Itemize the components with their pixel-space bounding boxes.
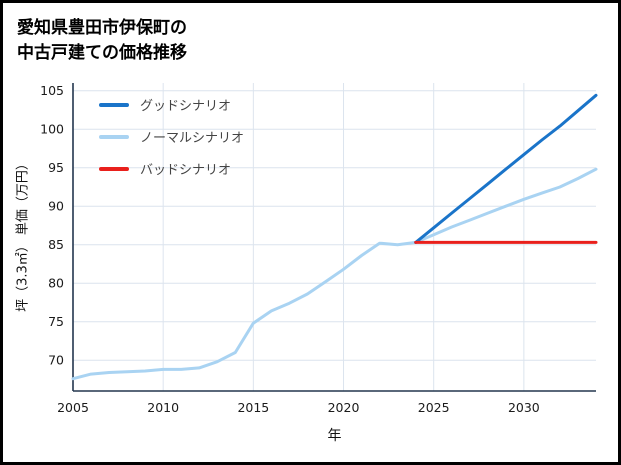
chart-svg: 70 75 80 85 90 95 100 105 2005 2010 2015 2020 2025 20… — [40, 83, 598, 415]
y-tick-label: 75 — [48, 314, 64, 329]
x-tick-label: 2005 — [57, 400, 89, 415]
x-tick-label: 2025 — [418, 400, 450, 415]
legend-swatch-icon — [99, 102, 129, 107]
x-axis-label: 年 — [327, 428, 342, 445]
series-line-0 — [414, 94, 598, 245]
y-tick-label: 70 — [48, 353, 64, 368]
legend-swatch-icon — [99, 166, 129, 171]
y-tick-label: 95 — [48, 160, 64, 175]
legend-label: グッドシナリオ — [140, 99, 232, 115]
x-tick-label: 2020 — [328, 400, 360, 415]
page-title-line1: 愛知県豊田市伊保町の — [17, 18, 187, 38]
y-tick-label: 90 — [48, 199, 64, 214]
legend-item-1: ノーマルシナリオ — [99, 127, 244, 146]
chart-area: 70 75 80 85 90 95 100 105 2005 2010 2015 2020 2025 20… — [3, 67, 618, 453]
y-axis-label: 坪（3.3㎡） 単価（万円） — [15, 157, 31, 313]
y-tick-label: 105 — [40, 83, 64, 98]
legend-item-2: バッドシナリオ — [99, 159, 244, 178]
y-tick-label: 80 — [48, 276, 64, 291]
y-tick-label: 85 — [48, 237, 64, 252]
chart-legend: グッドシナリオ ノーマルシナリオ バッドシナリオ — [99, 95, 244, 178]
page-title-line2: 中古戸建ての価格推移 — [17, 42, 187, 63]
x-tick-label: 2010 — [147, 400, 179, 415]
legend-item-0: グッドシナリオ — [99, 95, 244, 114]
legend-label: ノーマルシナリオ — [140, 131, 245, 147]
x-tick-label: 2030 — [508, 400, 540, 415]
y-tick-label: 100 — [40, 122, 64, 137]
legend-label: バッドシナリオ — [140, 163, 232, 179]
legend-swatch-icon — [99, 134, 129, 139]
series-line-1 — [71, 167, 598, 381]
page-title: 愛知県豊田市伊保町の 中古戸建ての価格推移 — [3, 3, 618, 65]
x-tick-label: 2015 — [237, 400, 269, 415]
